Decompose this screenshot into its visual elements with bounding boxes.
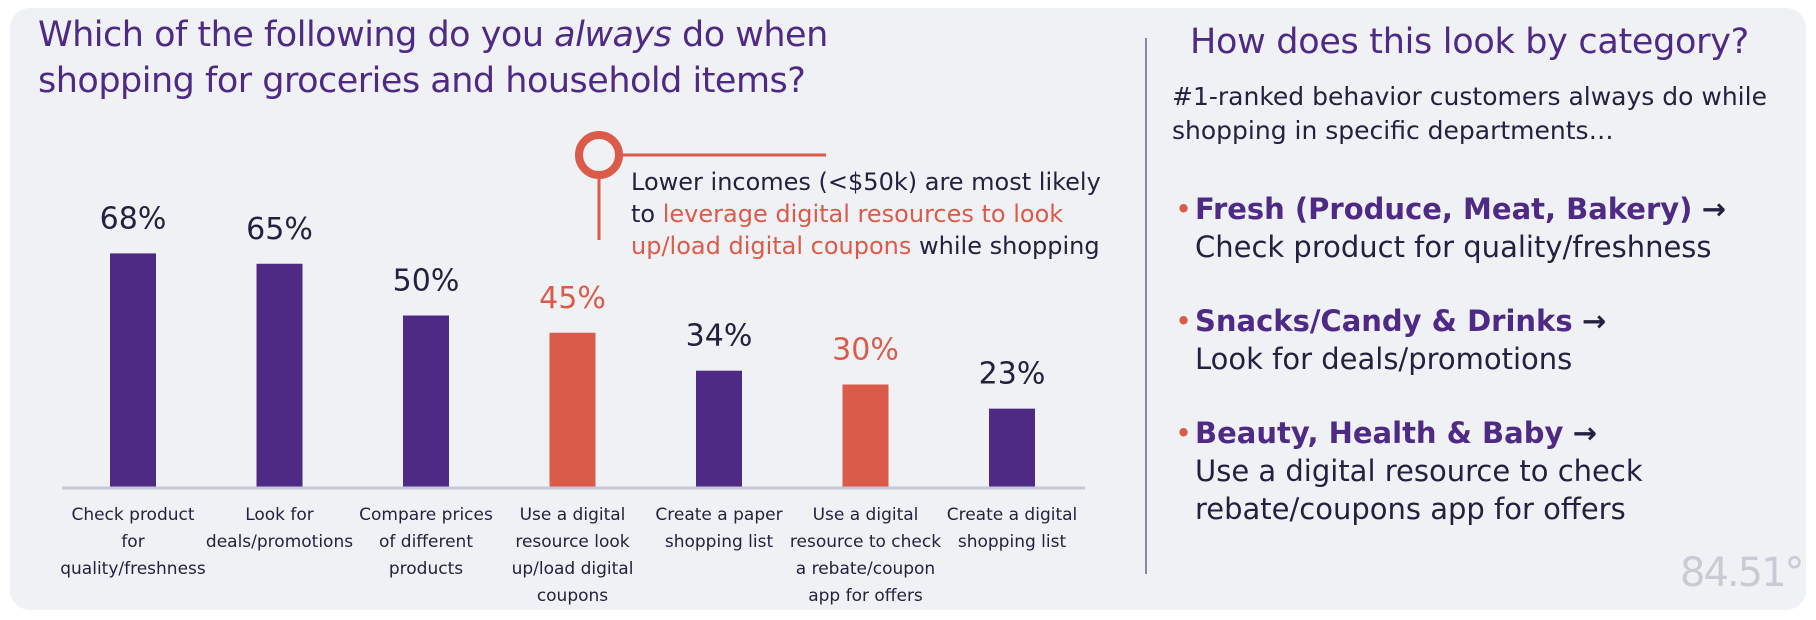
bullet-icon: • [1175,192,1193,226]
bar [989,408,1035,488]
divider [1145,38,1147,574]
category-list: • Fresh (Produce, Meat, Bakery) → Check … [1175,190,1795,564]
bullet-icon: • [1175,304,1193,338]
bar [256,263,303,488]
x-tick-label: Compare prices [359,505,493,525]
bar [549,332,596,488]
x-tick-label: Create a paper [655,505,782,525]
bullet-icon: • [1175,416,1193,450]
x-tick-label: app for offers [808,586,923,606]
bar [842,384,889,488]
x-tick-label: shopping list [958,532,1067,552]
category-subtitle: #1-ranked behavior customers always do w… [1172,82,1767,145]
x-tick-label: quality/freshness [60,559,206,579]
x-tick-label: a rebate/coupon [796,559,935,579]
x-tick-label: Look for [245,505,314,525]
bar-value-label: 45% [539,281,606,316]
category-name: Fresh (Produce, Meat, Bakery) [1195,192,1693,226]
category-name: Beauty, Health & Baby [1195,416,1564,450]
x-tick-label: Use a digital [520,505,626,525]
bar-value-label: 65% [246,212,313,247]
x-tick-label: products [389,559,463,579]
bar-value-label: 68% [100,201,167,236]
bar-value-label: 34% [686,319,753,354]
bar [696,370,742,488]
x-tick-label: coupons [537,586,608,606]
bar [403,315,449,488]
title-emphasis: always [554,15,672,55]
arrow-right-icon: → [1581,304,1607,338]
category-behavior: Use a digital resource to check rebate/c… [1195,454,1643,526]
chart-title: Which of the following do you always do … [38,12,828,104]
category-item: • Fresh (Produce, Meat, Bakery) → Check … [1175,190,1795,266]
callout-highlight: leverage digital resources to look up/lo… [631,200,1064,260]
category-name: Snacks/Candy & Drinks [1195,304,1573,338]
category-item: • Snacks/Candy & Drinks → Look for deals… [1175,302,1795,378]
title-text-1: Which of the following do you [38,15,555,55]
callout-text-1: Lower incomes (<$50k) are most likely to [631,168,1101,228]
callout-circle-icon [575,131,623,179]
x-tick-label: resource look [515,532,629,552]
bar-value-label: 30% [832,333,899,368]
title-text-3: shopping for groceries and household ite… [38,61,806,101]
arrow-right-icon: → [1572,416,1597,450]
bar [110,253,156,488]
category-behavior: Look for deals/promotions [1195,342,1573,376]
brand-logo: 84.51° [1680,550,1805,596]
callout-text-2: while shopping [911,232,1100,260]
title-text-2: do when [671,15,828,55]
arrow-right-icon: → [1701,192,1726,226]
category-item: • Beauty, Health & Baby → Use a digital … [1175,414,1795,528]
x-tick-label: up/load digital [512,559,634,579]
x-tick-label: deals/promotions [206,532,353,552]
x-tick-label: Create a digital [947,505,1078,525]
x-tick-label: shopping list [665,532,774,552]
category-behavior: Check product for quality/freshness [1195,230,1712,264]
slide-panel [10,8,1806,610]
x-tick-label: of different [379,532,473,552]
x-tick-label: for [121,532,144,552]
x-tick-label: Use a digital [813,505,919,525]
bar-value-label: 50% [393,264,460,299]
callout-text: Lower incomes (<$50k) are most likely to… [631,166,1131,262]
bar-value-label: 23% [979,357,1046,392]
category-title: How does this look by category? [1190,22,1749,62]
x-tick-label: resource to check [790,532,941,552]
x-tick-label: Check product [71,505,194,525]
callout-marker [575,131,826,240]
